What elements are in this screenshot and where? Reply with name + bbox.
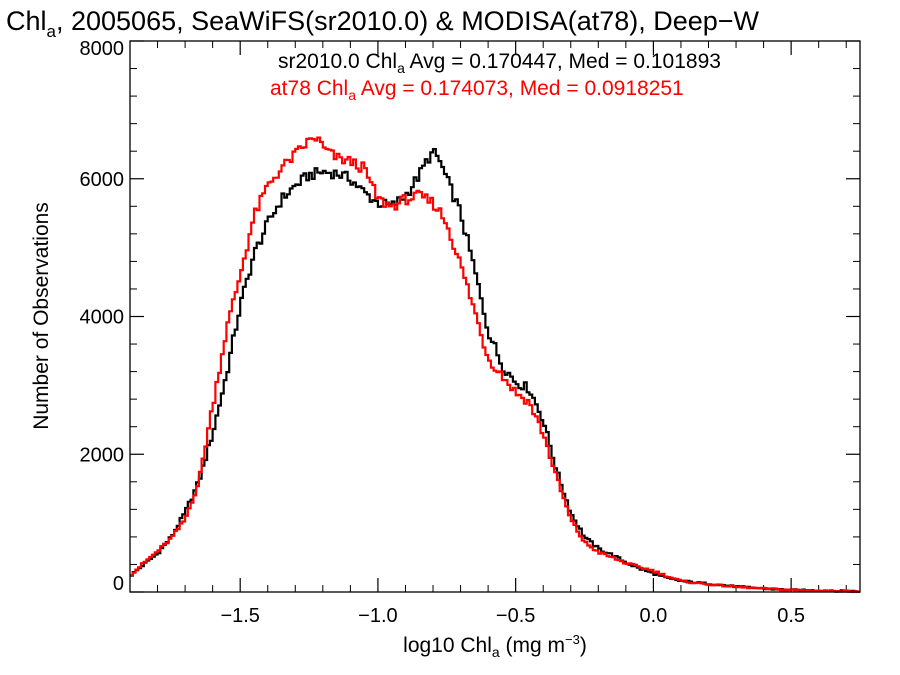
series-1-annotation-pre: sr2010.0 Chl <box>278 50 397 73</box>
x-tick-label: −0.5 <box>496 605 535 627</box>
series-lines <box>130 136 860 593</box>
x-axis-label-sup: −3 <box>565 632 580 647</box>
series-1-annotation-sub: a <box>397 60 405 76</box>
x-axis-label-post: ) <box>580 634 587 657</box>
x-axis-label: log10 Chla (mg m−3) <box>403 632 587 660</box>
series-2-annotation: at78 Chla Avg = 0.174073, Med = 0.091825… <box>270 77 684 103</box>
y-axis-label: Number of Observations <box>30 202 53 430</box>
y-tick-label: 0 <box>113 573 124 595</box>
y-axis-ticks: 0 2000 4000 6000 8000 <box>80 38 860 595</box>
series-1-annotation: sr2010.0 Chla Avg = 0.170447, Med = 0.10… <box>278 50 721 76</box>
chart-title: Chla, 2005065, SeaWiFS(sr2010.0) & MODIS… <box>6 6 760 41</box>
series-at78-line <box>130 136 860 593</box>
x-tick-label: 0.5 <box>777 605 805 627</box>
series-2-annotation-pre: at78 Chl <box>270 77 348 100</box>
series-1-annotation-post: Avg = 0.170447, Med = 0.101893 <box>405 50 721 73</box>
y-tick-label: 8000 <box>80 38 125 60</box>
plot-area: 0 2000 4000 6000 8000 −1.5 −1.0 −0.5 0.0 0.5 <box>80 38 861 627</box>
chart-title-sub: a <box>47 22 57 41</box>
chart-title-pre: Chl <box>6 6 47 36</box>
chart-title-post: , 2005065, SeaWiFS(sr2010.0) & MODISA(at… <box>56 6 760 36</box>
x-tick-label: −1.5 <box>220 605 259 627</box>
series-2-annotation-post: Avg = 0.174073, Med = 0.0918251 <box>356 77 684 100</box>
y-tick-label: 4000 <box>80 307 125 329</box>
y-tick-label: 6000 <box>80 169 125 191</box>
x-axis-label-pre: log10 Chl <box>403 634 492 657</box>
plot-frame <box>129 40 861 593</box>
x-axis-label-mid: (mg m <box>500 634 565 657</box>
y-tick-label: 2000 <box>80 444 125 466</box>
x-tick-label: −1.0 <box>358 605 397 627</box>
x-tick-label: 0.0 <box>639 605 667 627</box>
x-axis-ticks: −1.5 −1.0 −0.5 0.0 0.5 <box>129 41 847 627</box>
x-axis-label-sub: a <box>492 644 500 660</box>
series-2-annotation-sub: a <box>348 87 356 103</box>
